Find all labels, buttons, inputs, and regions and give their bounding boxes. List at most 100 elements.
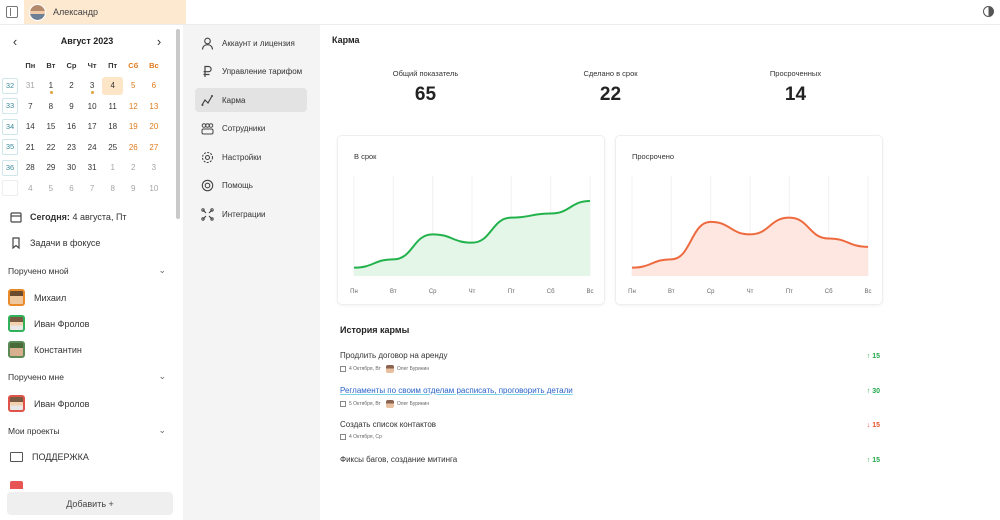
- history-item[interactable]: Создать список контактов 4 Октября, Ср ↓ 1…: [340, 420, 880, 440]
- calendar-day[interactable]: 28: [25, 163, 35, 173]
- add-button[interactable]: Добавить +: [7, 492, 173, 515]
- calendar-day[interactable]: 29: [46, 163, 56, 173]
- user-chip[interactable]: Александр: [24, 0, 186, 24]
- chevron-down-icon[interactable]: ⌄: [158, 425, 166, 435]
- calendar-day[interactable]: 25: [108, 142, 118, 152]
- calendar-day[interactable]: 7: [89, 183, 95, 193]
- calendar-day[interactable]: 6: [69, 183, 74, 193]
- assigned-by-me-section[interactable]: Поручено мной ⌄: [8, 265, 166, 276]
- project-name: ПОДДЕРЖКА: [32, 452, 89, 462]
- assigned-to-me-title: Поручено мне: [8, 371, 64, 382]
- menu-item-help[interactable]: Помощь: [195, 173, 307, 197]
- menu-item-karma[interactable]: Карма: [195, 88, 307, 112]
- chevron-down-icon[interactable]: ⌄: [158, 265, 166, 275]
- menu-item-label: Сотрудники: [222, 123, 266, 133]
- sidebar-scrollbar[interactable]: [176, 29, 180, 219]
- calendar-day[interactable]: 24: [87, 142, 97, 152]
- calendar-day[interactable]: 27: [149, 142, 159, 152]
- gear-icon: [201, 151, 214, 163]
- person-item[interactable]: Иван Фролов: [8, 315, 89, 332]
- calendar-day[interactable]: 8: [48, 101, 54, 111]
- calendar-day[interactable]: 7: [28, 101, 33, 111]
- calendar-day[interactable]: 3: [151, 163, 157, 173]
- history-item[interactable]: Продлить договор на аренду 4 Октября, Вт О…: [340, 351, 880, 373]
- next-month-icon[interactable]: ›: [156, 33, 162, 49]
- calendar-day[interactable]: 14: [25, 122, 35, 132]
- week-number[interactable]: 36: [2, 159, 18, 176]
- my-projects-title: Мои проекты: [8, 425, 60, 436]
- x-tick-label: Вт: [390, 289, 397, 295]
- calendar-day[interactable]: 19: [128, 122, 138, 132]
- stat-card-overdue: Просроченных 14: [707, 55, 884, 121]
- person-item[interactable]: Константин: [8, 341, 82, 358]
- history-item[interactable]: Фиксы багов, создание митинга ↑ 15: [340, 455, 880, 464]
- history-task-title[interactable]: Регламенты по своим отделам расписать, п…: [340, 386, 573, 395]
- x-tick-label: Вт: [668, 289, 675, 295]
- menu-item-tariff[interactable]: Управление тарифом: [195, 59, 307, 83]
- menu-item-settings[interactable]: Настройки: [195, 145, 307, 169]
- chart-series-line: [631, 216, 869, 269]
- calendar-day[interactable]: 20: [149, 122, 159, 132]
- calendar-day[interactable]: 16: [67, 122, 76, 132]
- history-user: Олег Буринин: [396, 401, 430, 407]
- history-date: 4 Октября, Ср: [349, 434, 382, 440]
- calendar-day[interactable]: 2: [69, 81, 74, 91]
- stat-label: Просроченных: [769, 69, 822, 78]
- calendar-day[interactable]: 3: [82, 81, 103, 95]
- calendar-week: 4 5 6 7 8 9 10: [0, 178, 170, 199]
- calendar-day[interactable]: 1: [110, 163, 115, 173]
- menu-item-integrations[interactable]: Интеграции: [195, 202, 307, 226]
- calendar-day[interactable]: 31: [25, 81, 35, 91]
- calendar-day[interactable]: 17: [87, 122, 97, 132]
- person-item[interactable]: Иван Фролов: [8, 395, 89, 412]
- calendar-day[interactable]: 8: [110, 183, 115, 193]
- menu-item-employees[interactable]: Сотрудники: [195, 116, 307, 140]
- focus-tasks-link[interactable]: Задачи в фокусе: [10, 237, 100, 249]
- calendar-day[interactable]: 6: [151, 81, 157, 91]
- history-task-title: Фиксы багов, создание митинга: [340, 455, 458, 464]
- calendar-day[interactable]: 4: [102, 76, 123, 95]
- person-item[interactable]: Михаил: [8, 289, 66, 306]
- theme-toggle-icon[interactable]: [983, 6, 994, 17]
- history-title: История кармы: [340, 325, 410, 335]
- history-item[interactable]: Регламенты по своим отделам расписать, п…: [340, 386, 880, 408]
- calendar-day[interactable]: 12: [128, 101, 138, 111]
- calendar-day[interactable]: 30: [67, 163, 76, 173]
- prev-month-icon[interactable]: ‹: [12, 33, 18, 49]
- calendar-day[interactable]: 13: [149, 101, 159, 111]
- week-number[interactable]: [2, 180, 18, 197]
- calendar-day[interactable]: 11: [108, 101, 117, 111]
- calendar-day[interactable]: 23: [67, 142, 76, 152]
- calendar-day[interactable]: 10: [87, 101, 97, 111]
- week-number[interactable]: 33: [2, 98, 18, 115]
- calendar-day[interactable]: 31: [87, 163, 97, 173]
- x-tick-label: Ср: [707, 289, 715, 295]
- calendar-day[interactable]: 21: [25, 142, 35, 152]
- week-number[interactable]: 32: [2, 77, 18, 94]
- collapse-sidebar-icon[interactable]: [6, 6, 18, 18]
- week-number[interactable]: 35: [2, 139, 18, 156]
- user-avatar: [29, 3, 46, 21]
- assigned-to-me-section[interactable]: Поручено мне ⌄: [8, 371, 166, 382]
- calendar-day[interactable]: 9: [69, 101, 74, 111]
- calendar-day[interactable]: 22: [46, 142, 56, 152]
- karma-page: Карма Общий показатель 65 Сделано в срок…: [320, 25, 1000, 520]
- calendar-day[interactable]: 2: [131, 163, 136, 173]
- chevron-down-icon[interactable]: ⌄: [158, 371, 166, 381]
- calendar-day[interactable]: 26: [128, 142, 138, 152]
- project-item[interactable]: ПОДДЕРЖКА: [10, 452, 89, 462]
- calendar-day[interactable]: 5: [131, 81, 136, 91]
- calendar-day[interactable]: 15: [46, 122, 56, 132]
- calendar-day[interactable]: 4: [28, 183, 33, 193]
- calendar-day[interactable]: 1: [41, 81, 62, 95]
- calendar-day[interactable]: 18: [108, 122, 118, 132]
- my-projects-section[interactable]: Мои проекты ⌄: [8, 425, 166, 436]
- calendar-day[interactable]: 10: [149, 183, 159, 193]
- calendar-day[interactable]: 9: [131, 183, 136, 193]
- x-tick-label: Сб: [825, 289, 833, 295]
- calendar-day[interactable]: 5: [48, 183, 54, 193]
- today-row[interactable]: Сегодня: 4 августа, Пт: [10, 211, 127, 223]
- menu-item-account[interactable]: Аккаунт и лицензия: [195, 31, 307, 55]
- week-number[interactable]: 34: [2, 118, 18, 135]
- overdue-chart: Пн Вт Ср Чт Пт Сб Вс: [628, 176, 872, 295]
